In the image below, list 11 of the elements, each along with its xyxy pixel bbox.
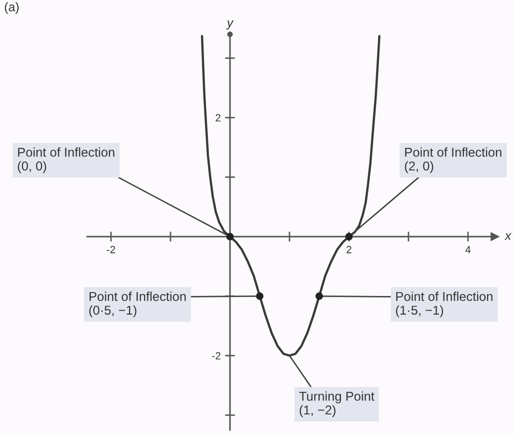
annotation: Point of Inflection (0, 0) bbox=[18, 147, 114, 174]
x-axis-title: x bbox=[504, 233, 512, 240]
y-axis-title: y bbox=[226, 20, 234, 30]
annotation: Point of Inflection (1·5, −1) bbox=[396, 292, 492, 318]
chart-title: (a) bbox=[4, 2, 19, 14]
x-tick-label: -2 bbox=[106, 246, 116, 254]
annotation: Turning Point (1, −2) bbox=[299, 391, 374, 418]
x-tick-label: 4 bbox=[465, 246, 471, 254]
annotation: Point of Inflection (0·5, −1) bbox=[89, 292, 186, 318]
x-tick-label: 2 bbox=[346, 246, 352, 254]
annotation: Point of Inflection (2, 0) bbox=[404, 147, 502, 174]
